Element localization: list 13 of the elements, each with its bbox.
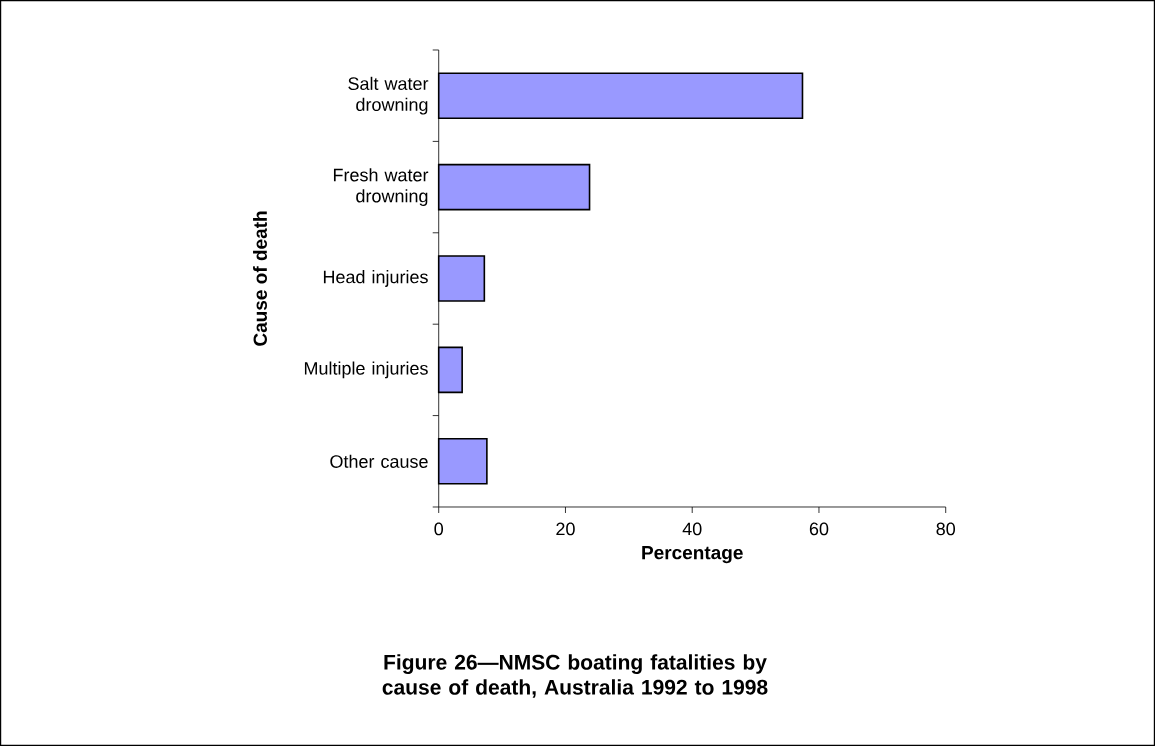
x-tick-label: 40 bbox=[682, 522, 702, 536]
y-tick-label: Head injuries bbox=[323, 270, 428, 287]
y-tick-label: Salt water drowning bbox=[348, 76, 429, 115]
y-axis-title: Cause of death bbox=[253, 211, 267, 346]
y-tick-label: Multiple injuries bbox=[304, 361, 428, 379]
x-tick-label: 60 bbox=[809, 522, 829, 536]
x-axis-title: Percentage bbox=[642, 546, 743, 564]
x-tick-label: 80 bbox=[936, 522, 956, 536]
x-tick-label: 0 bbox=[434, 522, 444, 536]
y-tick-label: Fresh water drowning bbox=[333, 168, 429, 206]
x-tick-label: 20 bbox=[556, 522, 575, 536]
y-tick-label: Other cause bbox=[330, 454, 428, 468]
text: Figure 26—NMSC boating fatalities by cause of death, Australia 1992 to 1998 bbox=[382, 654, 768, 698]
